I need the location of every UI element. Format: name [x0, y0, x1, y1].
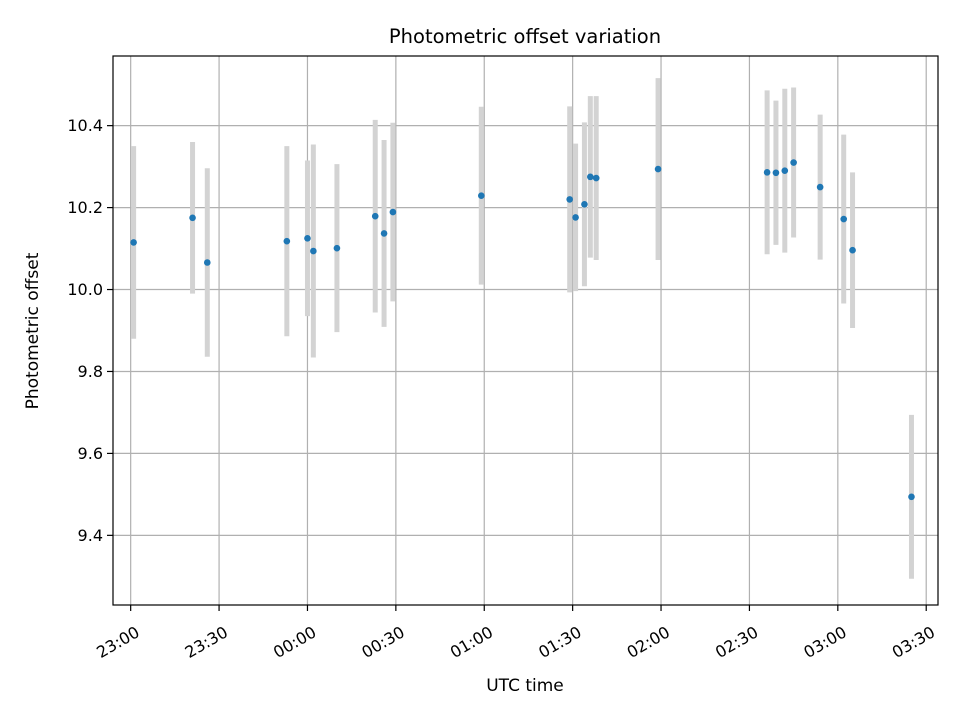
data-point	[587, 173, 594, 181]
data-point	[592, 174, 600, 182]
data-point	[283, 237, 291, 245]
data-point	[310, 247, 317, 255]
x-tick-label: 00:30	[358, 622, 407, 662]
y-tick-label: 9.6	[78, 444, 103, 463]
x-tick-label: 03:30	[889, 622, 938, 662]
x-tick-label: 00:00	[270, 622, 319, 662]
x-tick-label: 01:30	[535, 622, 584, 662]
x-tick-label: 23:30	[182, 622, 231, 662]
data-point	[189, 214, 196, 222]
plot-frame	[112, 55, 939, 606]
data-point	[816, 183, 824, 191]
y-tick-label: 10.4	[67, 116, 103, 135]
data-point	[840, 215, 848, 223]
x-tick-label: 01:00	[447, 622, 496, 662]
x-tick-label: 02:00	[624, 622, 673, 662]
data-point	[781, 167, 789, 175]
data-point	[371, 212, 379, 220]
data-point	[908, 493, 915, 501]
data-point	[566, 196, 573, 203]
y-tick-label: 9.4	[78, 526, 103, 545]
y-axis-ticks: 9.4 9.6 9.8 10.0 10.2 10.4	[67, 116, 113, 545]
data-point	[203, 259, 211, 266]
data-point	[478, 192, 485, 200]
y-tick-label: 10.0	[67, 280, 103, 299]
data-point	[772, 169, 780, 177]
data-point	[790, 159, 797, 166]
data-point	[581, 201, 588, 208]
data-point	[380, 230, 388, 237]
x-axis-ticks: 23:00 23:30 00:00 00:30 01:00 01:30 02:00 02:30…	[93, 605, 938, 662]
chart-title: Photometric offset variation	[389, 25, 661, 48]
data-point	[763, 169, 771, 176]
y-tick-label: 9.8	[78, 362, 103, 381]
y-tick-label: 10.2	[67, 198, 103, 217]
data-point	[304, 235, 311, 242]
data-point	[654, 165, 662, 173]
x-tick-label: 23:00	[93, 622, 142, 662]
data-point	[389, 208, 397, 216]
data-point	[333, 244, 341, 252]
grid	[113, 56, 938, 605]
data-points	[130, 159, 915, 501]
data-point	[849, 246, 856, 254]
x-tick-label: 02:30	[712, 622, 761, 662]
x-tick-label: 03:00	[800, 622, 849, 662]
y-axis-title: Photometric offset	[23, 252, 43, 409]
x-axis-title: UTC time	[486, 676, 564, 696]
error-bars	[131, 78, 914, 579]
data-point	[130, 239, 137, 246]
data-point	[572, 214, 579, 221]
